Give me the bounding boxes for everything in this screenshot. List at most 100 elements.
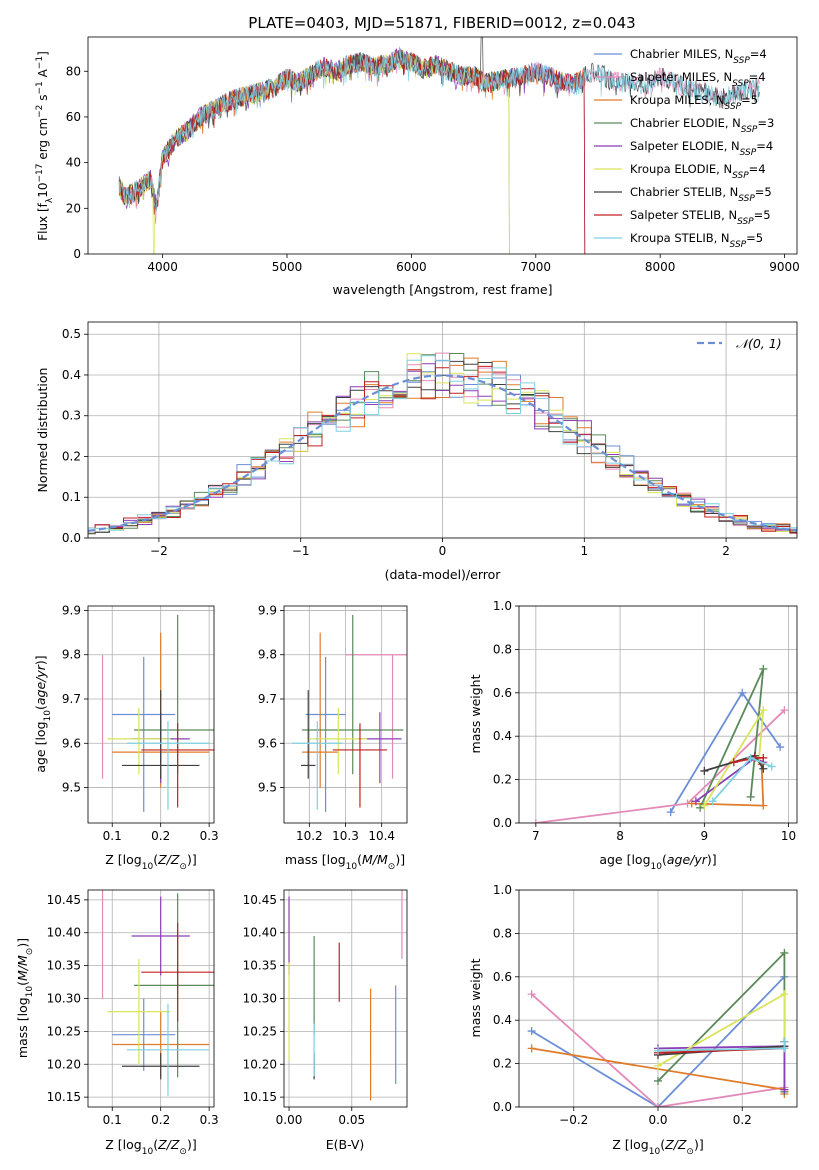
legend-label: Chabrier ELODIE, NSSP=3 <box>630 116 774 135</box>
legend-label: Kroupa STELIB, NSSP=5 <box>630 231 763 250</box>
axes-mass_vs_Z: 0.1 0.2 0.3 10.15 10.20 10.25 10.30 10.35 10.40 1… <box>15 889 219 1157</box>
y-tick-label: 9.6 <box>62 736 81 750</box>
label-part: =5 <box>746 231 763 245</box>
label-part: SSP <box>740 148 757 158</box>
histogram-kroupa_miles <box>88 357 797 532</box>
label-part: −2 <box>35 105 45 118</box>
x-tick-label: 0.1 <box>103 1113 122 1127</box>
label-part: Salpeter ELODIE, N <box>630 139 740 153</box>
label-part: Z [log <box>105 852 141 867</box>
axes-residuals: −2 −1 0 1 2 0.0 0.1 0.2 0.3 0.4 0.5 𝒩(0, 1) (data-mo… <box>35 321 798 582</box>
weight-line-kroupa_elodie <box>657 992 786 1067</box>
y-tick-label: 0.3 <box>62 409 81 423</box>
figure-title: PLATE=0403, MJD=51871, FIBERID=0012, z=0… <box>248 14 635 32</box>
weight-line-chabrier_miles <box>531 976 786 1107</box>
x-axis-label: (data-model)/error <box>385 567 502 582</box>
y-tick-label: 0.4 <box>493 1013 512 1027</box>
weight-marker-chabrier_stelib <box>759 764 768 773</box>
weight-marker-salpeter_elodie <box>691 797 700 806</box>
spectrum-line-salpeter_stelib <box>118 49 586 254</box>
y-tick-label: 10.45 <box>243 893 277 907</box>
x-tick-label: 7 <box>532 829 540 843</box>
axes-frame <box>87 889 215 1108</box>
label-part: =3 <box>757 116 774 130</box>
label-part: ] <box>36 51 50 56</box>
plot-area <box>284 890 407 1107</box>
y-axis-label: Normed distribution <box>35 368 50 493</box>
y-tick-label: 9.9 <box>258 603 277 617</box>
x-tick-label: 0.0 <box>648 1113 667 1127</box>
x-tick-label: 6000 <box>396 260 427 274</box>
weight-marker-chabrier_elodie <box>696 803 705 812</box>
y-tick-label: 9.8 <box>258 648 277 662</box>
weight-marker-chabrier_miles <box>776 743 785 752</box>
label-part: 10 <box>346 862 358 872</box>
axes-age_vs_Z: 0.1 0.2 0.39.59.69.79.89.9Z [log10(Z/Z⊙)]a… <box>33 603 219 872</box>
x-axis-label: E(B-V) <box>326 1137 365 1152</box>
y-tick-label: 0.5 <box>62 327 81 341</box>
weight-marker-chabrier_miles <box>527 1027 536 1036</box>
plot-area <box>118 37 760 254</box>
x-tick-label: 0.2 <box>733 1113 752 1127</box>
x-tick-label: 0.00 <box>276 1113 303 1127</box>
weight-marker-chabrier_miles <box>666 808 675 817</box>
label-part: SSP <box>737 217 754 227</box>
y-tick-label: 10.25 <box>47 1024 81 1038</box>
y-axis-label: Flux [fλ10−17 erg cm−2 s−1 A−1] <box>35 51 55 241</box>
weight-marker-chabrier_stelib <box>700 766 709 775</box>
y-tick-label: 10.20 <box>243 1057 277 1071</box>
label-part: )] <box>187 1137 197 1152</box>
x-tick-label: 10.2 <box>296 829 323 843</box>
weight-marker-salpeter_stelib <box>759 753 768 762</box>
x-tick-label: 0.1 <box>103 829 122 843</box>
label-part: 10 <box>651 862 663 872</box>
label-part: )] <box>694 1137 704 1152</box>
weight-marker-kroupa_stelib <box>746 753 755 762</box>
x-tick-label: 7000 <box>521 260 552 274</box>
x-axis-label: Z [log10(Z/Z⊙)] <box>612 1137 703 1157</box>
label-part: Chabrier MILES, N <box>630 47 733 61</box>
legend-label: Chabrier MILES, NSSP=4 <box>630 47 767 66</box>
label-part: SSP <box>730 240 747 250</box>
label-part: age [log <box>599 852 650 867</box>
y-tick-label: 0.0 <box>62 531 81 545</box>
y-tick-label: 0.8 <box>493 926 512 940</box>
weight-marker-kroupa_elodie <box>759 706 768 715</box>
x-tick-label: 0.2 <box>151 829 170 843</box>
label-part: Z [log <box>105 1137 141 1152</box>
y-tick-label: 9.5 <box>62 781 81 795</box>
label-part: Chabrier ELODIE, N <box>630 116 741 130</box>
spectrum-line-kroupa_stelib <box>118 51 760 215</box>
x-tick-label: 10 <box>781 829 796 843</box>
x-axis-label: Z [log10(Z/Z⊙)] <box>105 852 196 872</box>
label-part: age [log <box>33 721 48 772</box>
label-part: Z [log <box>612 1137 648 1152</box>
y-tick-label: 10.35 <box>47 959 81 973</box>
y-tick-label: 0.6 <box>493 970 512 984</box>
label-part: )] <box>707 852 717 867</box>
weight-marker-kroupa_stelib <box>654 1046 662 1055</box>
weight-marker-salpeter_miles <box>654 1103 662 1107</box>
x-tick-label: 0.3 <box>200 829 219 843</box>
label-part: 10 <box>142 862 154 872</box>
label-part: ⊙ <box>686 1147 694 1157</box>
y-tick-label: 80 <box>66 64 81 78</box>
weight-marker-chabrier_miles <box>738 688 747 697</box>
y-tick-label: 0.2 <box>493 1057 512 1071</box>
axes-frame <box>87 36 798 255</box>
axes-frame <box>87 605 215 824</box>
label-part: Z/Z <box>157 1137 180 1152</box>
x-tick-label: 0 <box>439 544 447 558</box>
label-part: ( <box>15 981 30 986</box>
label-part: age/yr <box>667 852 708 867</box>
axes-mass_weight_vs_Z: −0.2 0.0 0.2 0.0 0.2 0.4 0.6 0.8 1.0 Z [log10(Z/Z… <box>468 883 798 1157</box>
label-part: ⊙ <box>179 862 187 872</box>
legend-label: Salpeter STELIB, NSSP=5 <box>630 208 771 227</box>
y-tick-label: 10.15 <box>243 1090 277 1104</box>
x-tick-label: 9000 <box>769 260 800 274</box>
y-tick-label: 10.30 <box>243 992 277 1006</box>
x-tick-label: 0.3 <box>200 1113 219 1127</box>
label-part: Salpeter MILES, N <box>630 70 732 84</box>
weight-line-salpeter_miles <box>531 993 785 1107</box>
